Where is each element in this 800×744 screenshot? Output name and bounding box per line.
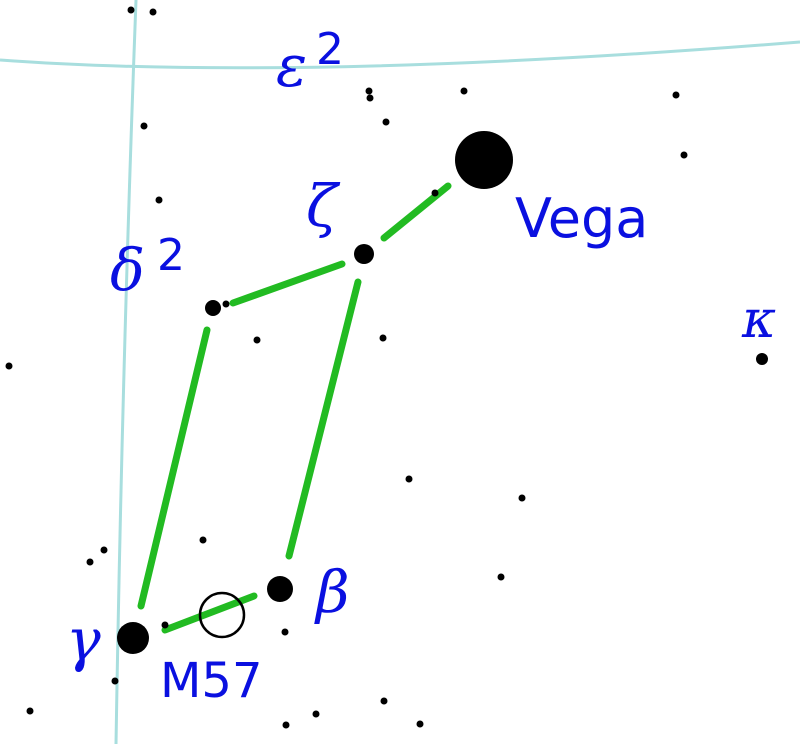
star	[222, 300, 230, 308]
star-delta	[205, 300, 221, 316]
label-m57: M57	[160, 653, 263, 709]
label-delta: δ	[110, 236, 145, 304]
star-labels: Vega ζ δ 2 ε 2 κ β γ M57	[66, 24, 776, 709]
label-gamma: γ	[66, 606, 101, 674]
m57-marker	[198, 591, 246, 639]
star	[382, 118, 390, 126]
star	[127, 6, 135, 14]
star	[140, 122, 148, 130]
star	[111, 677, 119, 685]
star	[282, 721, 290, 729]
background-stars	[5, 6, 688, 729]
star-beta	[267, 576, 293, 602]
line-zeta-beta	[285, 278, 362, 560]
label-zeta: ζ	[306, 172, 341, 240]
star	[86, 558, 94, 566]
star	[149, 8, 157, 16]
star	[680, 151, 688, 159]
star-kappa	[756, 353, 768, 365]
label-epsilon: ε	[276, 32, 307, 100]
star	[26, 707, 34, 715]
constellation-lines	[137, 182, 452, 634]
label-kappa: κ	[741, 290, 776, 350]
star	[405, 475, 413, 483]
star	[281, 628, 289, 636]
star-gamma	[117, 622, 149, 654]
line-zeta-delta	[229, 260, 346, 307]
star	[253, 336, 261, 344]
declination-line	[0, 40, 800, 70]
star	[497, 573, 505, 581]
star	[312, 710, 320, 718]
line-delta-gamma	[137, 326, 211, 610]
star	[431, 189, 439, 197]
label-beta: β	[314, 558, 350, 626]
star	[161, 621, 169, 629]
star	[460, 87, 468, 95]
label-delta-superscript: 2	[157, 230, 185, 281]
star	[379, 334, 387, 342]
star	[5, 362, 13, 370]
star	[380, 697, 388, 705]
star	[672, 91, 680, 99]
star-zeta	[354, 244, 374, 264]
star	[365, 87, 373, 95]
star	[100, 546, 108, 554]
label-epsilon-superscript: 2	[316, 24, 344, 75]
label-vega: Vega	[515, 187, 648, 250]
star	[155, 196, 163, 204]
star	[416, 720, 424, 728]
star	[366, 94, 374, 102]
star-vega	[455, 131, 513, 189]
named-stars	[117, 131, 768, 654]
star	[518, 494, 526, 502]
star	[199, 536, 207, 544]
